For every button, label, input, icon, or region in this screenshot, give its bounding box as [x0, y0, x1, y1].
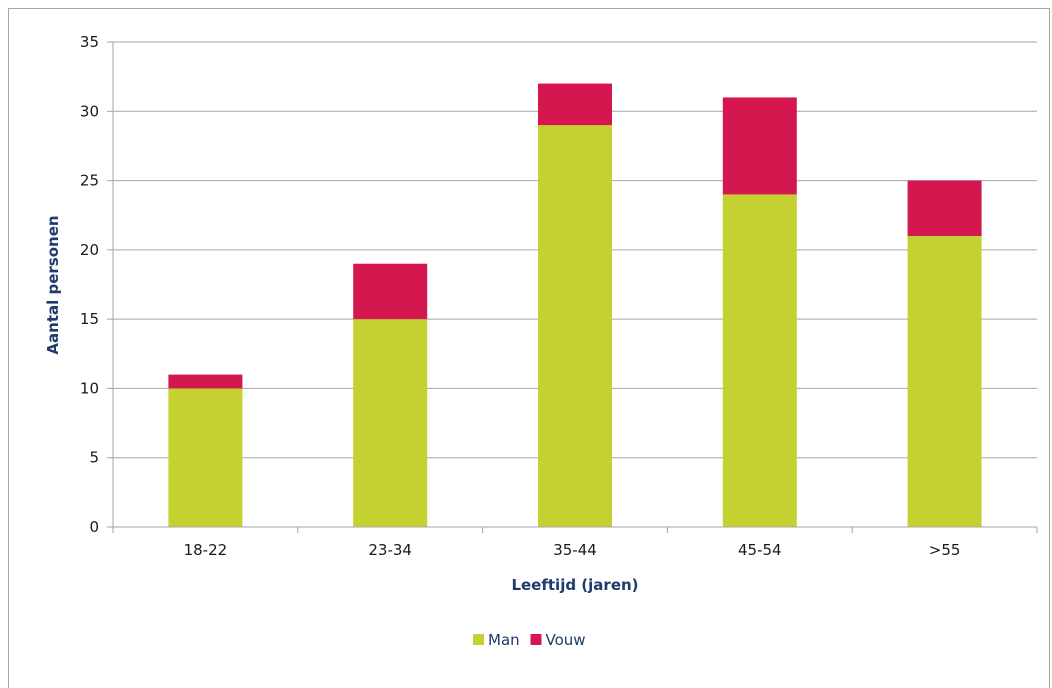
legend-label-man: Man — [488, 631, 520, 649]
x-axis-title: Leeftijd (jaren) — [511, 576, 638, 594]
y-tick-label: 25 — [80, 172, 99, 190]
y-tick-label: 20 — [80, 241, 99, 259]
y-tick-label: 30 — [80, 102, 99, 120]
chart-frame — [8, 8, 1050, 688]
bar-vouw-1 — [353, 263, 428, 320]
tick-labels: 0 5 10 15 20 25 30 35 18-22 23-34 35-44 45-54 >55 — [80, 33, 961, 559]
x-tick-label: 18-22 — [184, 541, 228, 559]
y-axis-title: Aantal personen — [44, 215, 62, 354]
bar-vouw-4 — [907, 180, 982, 236]
y-tick-label: 5 — [89, 449, 99, 467]
bar-vouw-0 — [168, 374, 243, 389]
y-tick-label: 35 — [80, 33, 99, 51]
x-tick-label: >55 — [929, 541, 961, 559]
bar-man-2 — [538, 125, 612, 528]
x-tick-label: 23-34 — [368, 541, 412, 559]
bar-man-4 — [907, 236, 982, 527]
bar-vouw-2 — [538, 83, 612, 126]
x-tick-label: 35-44 — [553, 541, 597, 559]
legend: Man Vouw — [473, 631, 586, 649]
legend-swatch-vouw — [530, 634, 542, 645]
y-tick-label: 10 — [80, 379, 99, 397]
bar-vouw-3 — [722, 97, 797, 195]
legend-swatch-man — [473, 634, 484, 645]
y-tick-label: 0 — [89, 518, 99, 536]
x-tick-label: 45-54 — [738, 541, 782, 559]
legend-label-vouw: Vouw — [546, 631, 586, 649]
y-tick-label: 15 — [80, 310, 99, 328]
bar-man-3 — [722, 194, 797, 527]
bars — [168, 83, 982, 528]
bar-man-1 — [353, 319, 428, 527]
stacked-bar-chart: 0 5 10 15 20 25 30 35 18-22 23-34 35-44 45-54 >55 Le… — [44, 33, 1038, 649]
bar-man-0 — [168, 388, 243, 527]
axes — [107, 41, 1038, 533]
